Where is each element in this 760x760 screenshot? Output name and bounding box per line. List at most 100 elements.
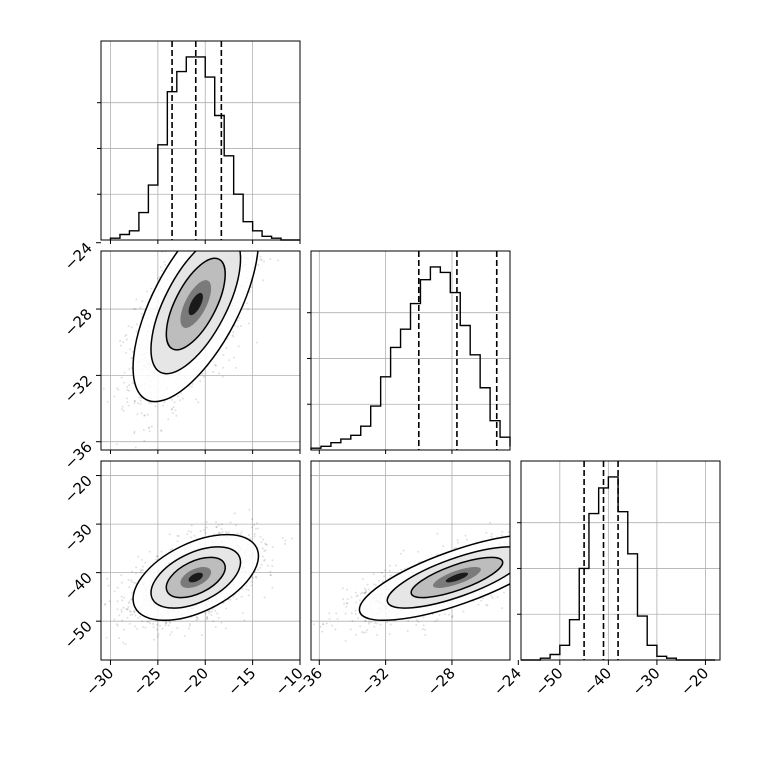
histogram-panel-p0 — [97, 40, 301, 241]
scatter-point — [216, 248, 218, 250]
density-panel-p0-p2 — [97, 460, 301, 661]
scatter-point — [156, 277, 159, 280]
scatter-point — [196, 249, 198, 251]
scatter-point — [238, 246, 240, 248]
scatter-point — [217, 243, 219, 245]
scatter-point — [104, 603, 106, 606]
scatter-point — [137, 617, 140, 620]
scatter-point — [260, 258, 263, 261]
scatter-point — [128, 610, 131, 613]
scatter-point — [146, 290, 149, 293]
scatter-point — [169, 633, 172, 636]
scatter-point — [257, 264, 260, 266]
scatter-point — [120, 610, 123, 613]
scatter-point — [130, 326, 133, 329]
scatter-point — [76, 407, 78, 409]
scatter-point — [127, 602, 130, 605]
scatter-point — [157, 633, 160, 636]
scatter-point — [97, 626, 99, 628]
scatter-point — [254, 527, 257, 530]
scatter-point — [515, 578, 517, 580]
scatter-point — [195, 398, 197, 401]
scatter-point — [216, 248, 218, 250]
scatter-point — [144, 561, 147, 564]
scatter-point — [174, 409, 177, 412]
scatter-point — [225, 249, 227, 251]
scatter-point — [135, 582, 137, 585]
scatter-point — [125, 607, 128, 610]
scatter-point — [225, 240, 227, 242]
scatter-point — [245, 302, 248, 305]
scatter-point — [212, 620, 215, 623]
scatter-point — [232, 331, 235, 334]
scatter-point — [184, 635, 187, 637]
scatter-point — [206, 616, 209, 619]
scatter-point — [247, 594, 250, 597]
scatter-point — [264, 542, 267, 545]
scatter-point — [120, 574, 123, 577]
scatter-point — [190, 536, 192, 539]
scatter-point — [237, 325, 239, 328]
scatter-point — [131, 350, 134, 353]
scatter-point — [130, 579, 133, 582]
scatter-point — [148, 430, 151, 433]
scatter-point — [164, 263, 167, 266]
scatter-point — [126, 608, 129, 610]
scatter-point — [118, 637, 120, 640]
scatter-point — [126, 397, 128, 400]
scatter-point — [120, 608, 123, 611]
scatter-point — [152, 622, 155, 625]
scatter-point — [197, 618, 199, 620]
scatter-point — [122, 341, 125, 344]
scatter-point — [236, 248, 238, 250]
scatter-point — [141, 620, 144, 623]
scatter-point — [120, 376, 123, 379]
scatter-point — [270, 574, 272, 577]
scatter-point — [218, 532, 221, 535]
scatter-point — [436, 618, 439, 621]
scatter-point — [251, 518, 254, 521]
scatter-point — [141, 558, 143, 561]
scatter-point — [240, 325, 242, 327]
scatter-point — [155, 555, 158, 558]
scatter-point — [216, 612, 219, 615]
scatter-point — [204, 612, 207, 615]
scatter-point — [262, 538, 265, 541]
scatter-point — [205, 526, 208, 529]
scatter-point — [201, 246, 203, 248]
scatter-point — [233, 324, 236, 327]
scatter-point — [253, 532, 256, 535]
scatter-point — [225, 607, 228, 610]
scatter-point — [254, 575, 257, 578]
scatter-point — [125, 351, 128, 354]
scatter-point — [224, 247, 226, 249]
scatter-point — [239, 532, 242, 535]
scatter-point — [185, 248, 187, 250]
scatter-point — [123, 381, 125, 384]
scatter-point — [255, 341, 258, 344]
scatter-point — [255, 522, 258, 525]
scatter-point — [106, 577, 109, 580]
scatter-point — [241, 587, 244, 590]
scatter-point — [116, 624, 119, 627]
scatter-point — [518, 536, 520, 538]
scatter-point — [167, 624, 170, 627]
scatter-point — [462, 610, 465, 613]
scatter-point — [209, 247, 211, 249]
scatter-point — [161, 269, 164, 272]
scatter-point — [128, 600, 131, 603]
scatter-point — [242, 241, 244, 243]
scatter-point — [171, 547, 174, 550]
scatter-point — [123, 628, 126, 631]
scatter-point — [169, 548, 172, 551]
scatter-point — [349, 628, 352, 631]
scatter-point — [197, 243, 199, 245]
scatter-point — [191, 383, 194, 385]
scatter-point — [190, 385, 193, 388]
scatter-point — [128, 368, 131, 371]
scatter-point — [244, 240, 246, 242]
scatter-point — [179, 392, 182, 395]
scatter-point — [130, 367, 133, 370]
scatter-point — [108, 455, 110, 457]
scatter-point — [177, 535, 180, 538]
